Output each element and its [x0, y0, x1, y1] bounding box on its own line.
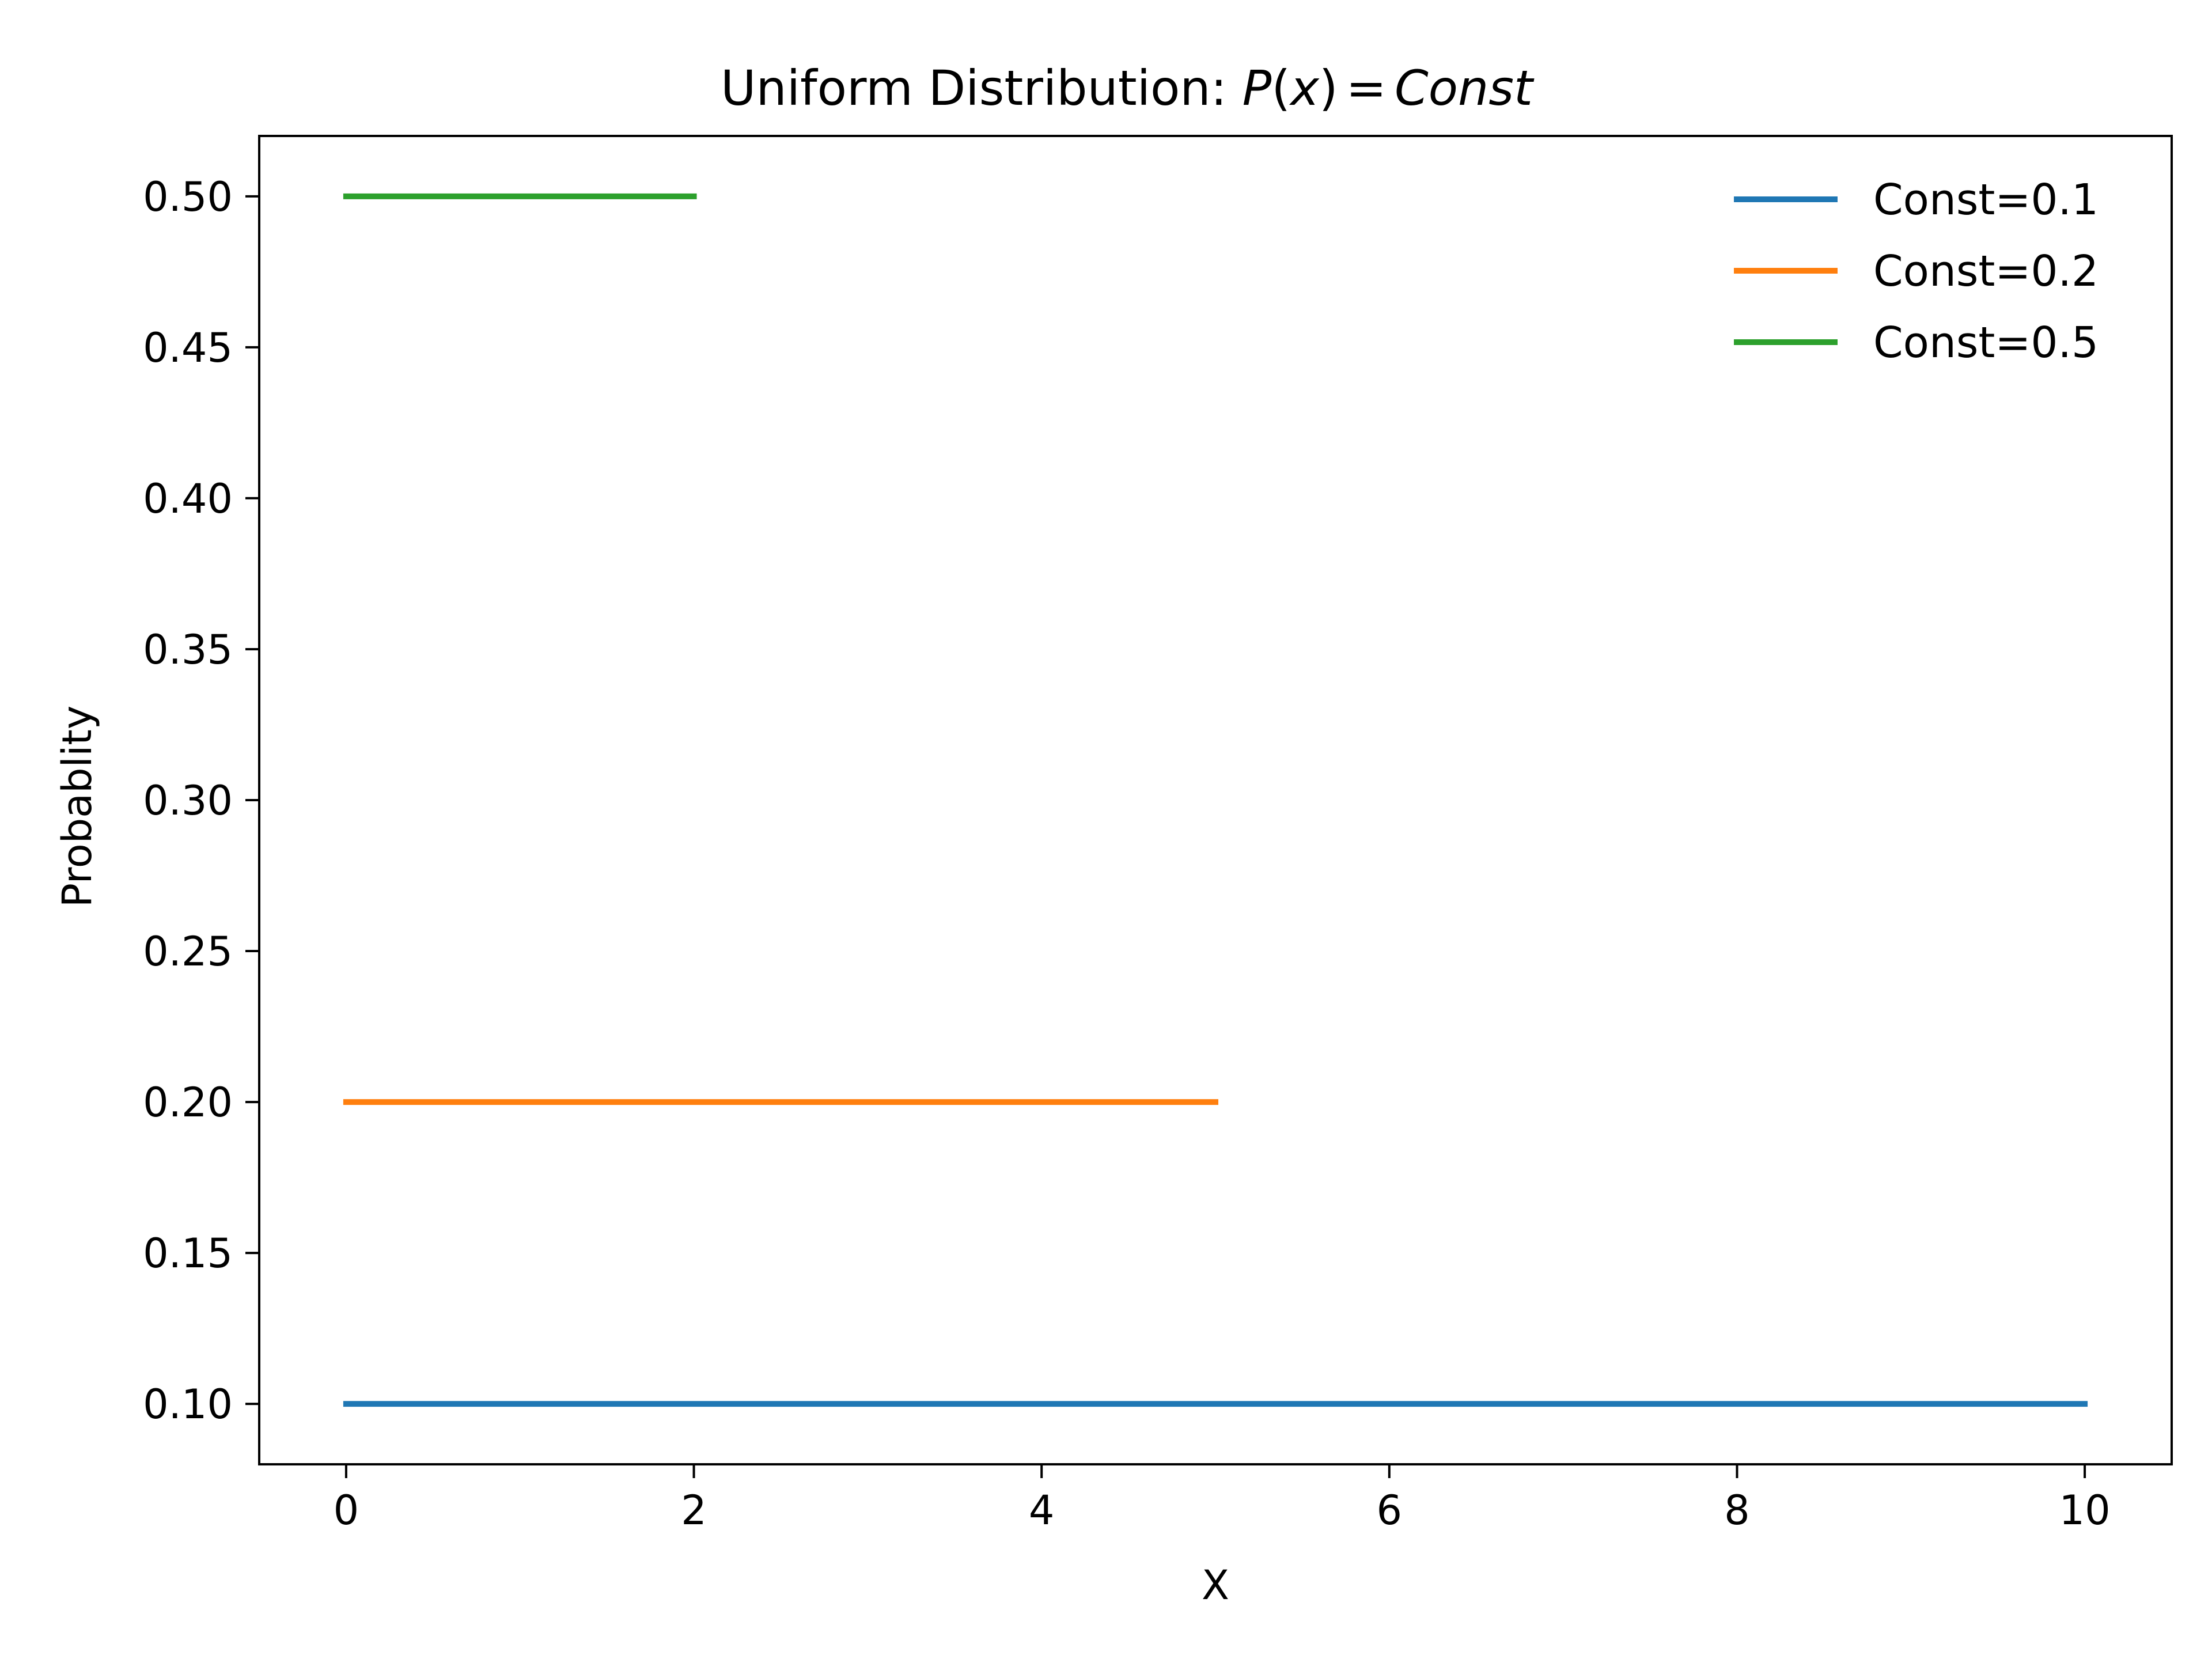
y-tick-label: 0.50 — [143, 173, 233, 221]
legend-label-3: Const=0.5 — [1873, 318, 2099, 368]
x-tick-label: 0 — [334, 1487, 359, 1534]
legend: Const=0.1 Const=0.2 Const=0.5 — [1734, 175, 2099, 368]
x-tick-label: 2 — [681, 1487, 707, 1534]
series-layer — [343, 193, 2088, 1407]
y-axis-label: Probablity — [54, 706, 101, 908]
y-tick-label: 0.10 — [143, 1381, 233, 1428]
x-tick-label: 8 — [1724, 1487, 1750, 1534]
y-tick-label: 0.40 — [143, 475, 233, 522]
y-tick-label: 0.35 — [143, 626, 233, 673]
x-axis-label: X — [1202, 1562, 1229, 1609]
y-tick-label: 0.25 — [143, 928, 233, 975]
y-tick-label: 0.15 — [143, 1230, 233, 1277]
chart-title: Uniform Distribution: P(x) = Const — [721, 60, 1535, 116]
y-axis-ticks: 0.10 0.15 0.20 0.25 0.30 0.35 0.40 0.45 0.50 — [143, 173, 259, 1428]
legend-label-2: Const=0.2 — [1873, 247, 2099, 296]
x-tick-label: 6 — [1377, 1487, 1403, 1534]
y-tick-label: 0.45 — [143, 324, 233, 372]
x-tick-label: 4 — [1029, 1487, 1055, 1534]
y-tick-label: 0.30 — [143, 777, 233, 824]
legend-label-1: Const=0.1 — [1873, 175, 2099, 225]
y-tick-label: 0.20 — [143, 1079, 233, 1126]
x-axis-ticks: 0 2 4 6 8 10 — [334, 1464, 2111, 1534]
x-tick-label: 10 — [2059, 1487, 2111, 1534]
